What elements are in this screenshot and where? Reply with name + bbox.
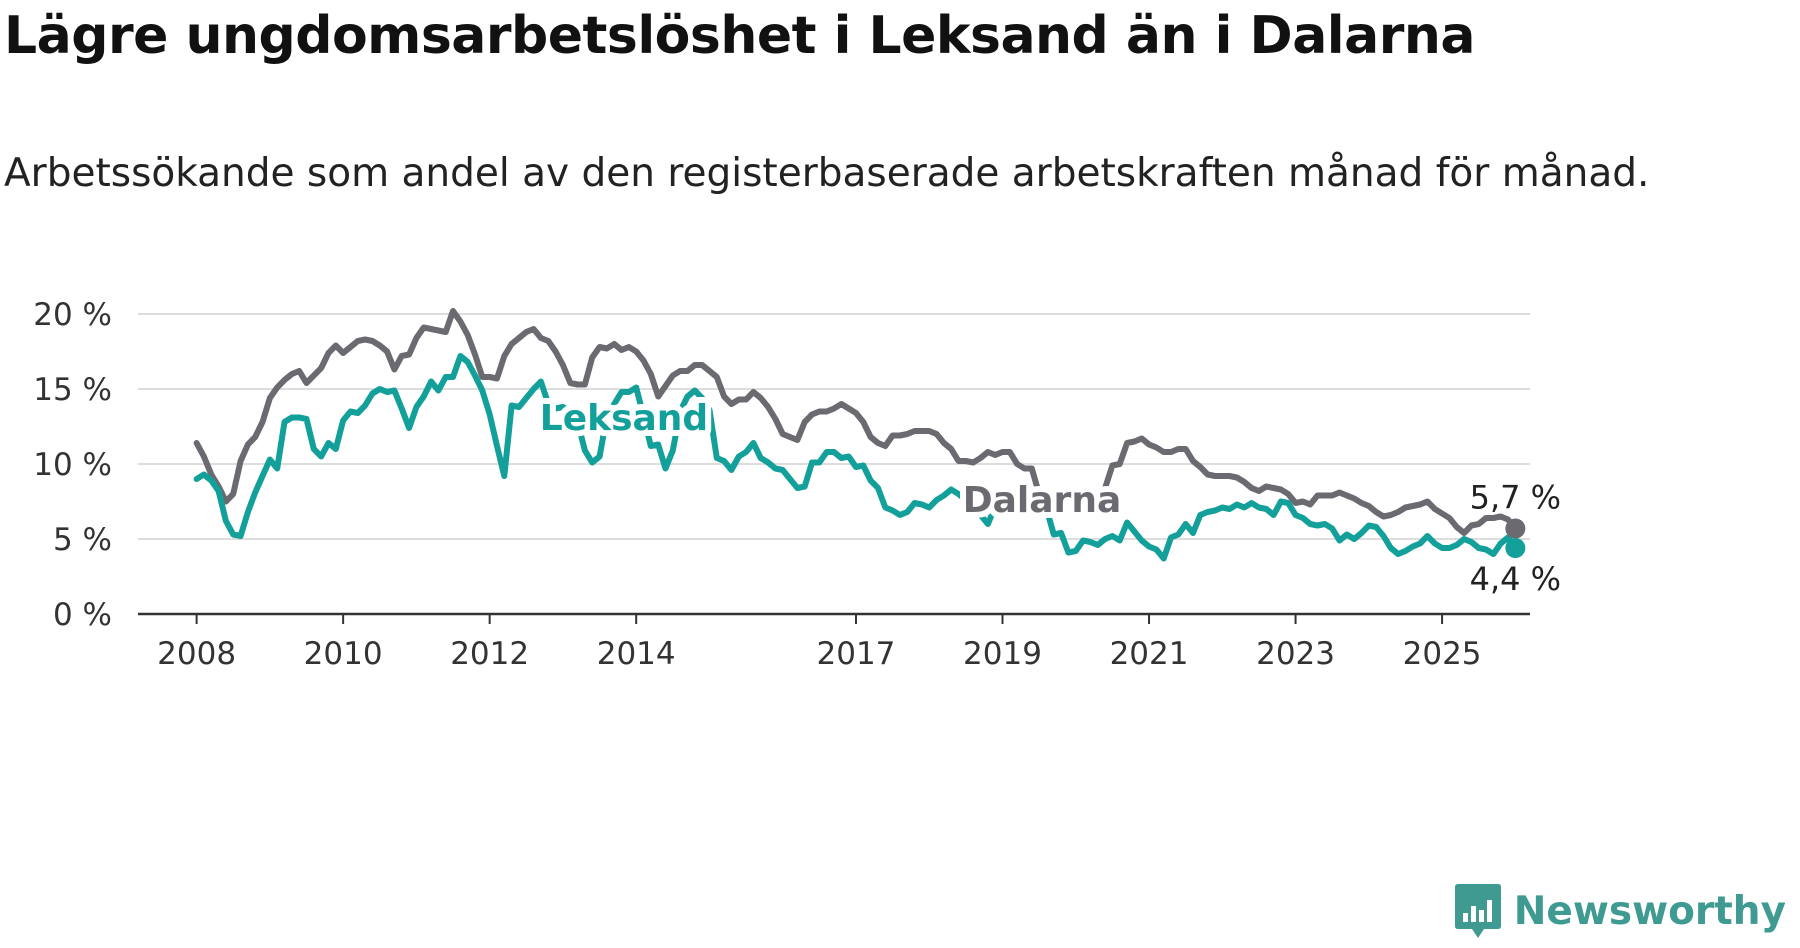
x-tick-label: 2023 <box>1256 636 1335 672</box>
x-tick-label: 2014 <box>597 636 676 672</box>
x-tick-label: 2025 <box>1403 636 1482 672</box>
brand-logo: Newsworthy <box>1454 882 1786 940</box>
x-tick-label: 2021 <box>1110 636 1189 672</box>
y-tick-label: 10 % <box>33 447 112 483</box>
chart-subtitle: Arbetssökande som andel av den registerb… <box>4 151 1650 196</box>
end-point-dalarna <box>1505 518 1526 539</box>
x-tick-label: 2019 <box>963 636 1042 672</box>
y-tick-label: 0 % <box>53 597 112 633</box>
series-line-dalarna <box>193 308 1519 536</box>
newsworthy-logo-icon <box>1454 884 1501 938</box>
y-tick-label: 5 % <box>53 522 112 558</box>
end-value-label-dalarna: 5,7 % <box>1470 479 1561 517</box>
series-label-leksand: Leksand <box>540 398 708 439</box>
series-label-dalarna: Dalarna <box>963 480 1121 521</box>
brand-name: Newsworthy <box>1513 888 1786 934</box>
x-tick-label: 2010 <box>304 636 383 672</box>
end-point-leksand <box>1505 538 1526 558</box>
end-value-label-leksand: 4,4 % <box>1470 560 1561 598</box>
x-tick-label: 2017 <box>817 636 896 672</box>
series-line-leksand <box>193 353 1519 562</box>
x-tick-label: 2008 <box>157 636 236 672</box>
chart-title: Lägre ungdomsarbetslöshet i Leksand än i… <box>4 6 1475 66</box>
y-tick-label: 15 % <box>33 372 112 408</box>
x-tick-label: 2012 <box>450 636 529 672</box>
y-tick-label: 20 % <box>33 297 112 333</box>
